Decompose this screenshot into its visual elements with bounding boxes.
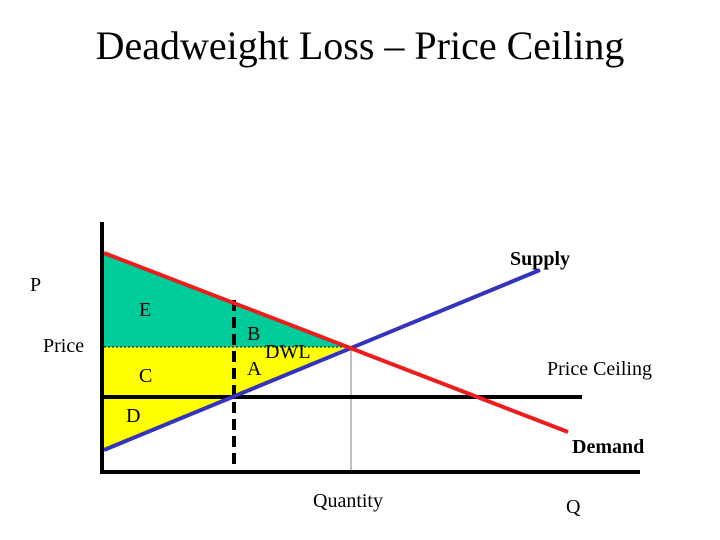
region-c-label: C (139, 365, 152, 387)
demand-curve (103, 251, 569, 434)
supply-curve (103, 268, 541, 452)
region-d-label: D (126, 405, 140, 427)
supply-label: Supply (510, 248, 570, 270)
region-a-label: A (247, 358, 262, 380)
region-dwl-label: DWL (265, 341, 311, 363)
region-b-label: B (247, 323, 260, 345)
region-e-label: E (139, 299, 151, 321)
demand-label: Demand (572, 436, 644, 458)
page-title: Deadweight Loss – Price Ceiling (95, 23, 625, 68)
y-axis-label: P (30, 274, 41, 296)
price-ceiling-label: Price Ceiling (547, 358, 652, 380)
x-axis-label: Q (566, 496, 581, 518)
price-label: Price (43, 335, 84, 357)
quantity-label: Quantity (313, 490, 383, 512)
